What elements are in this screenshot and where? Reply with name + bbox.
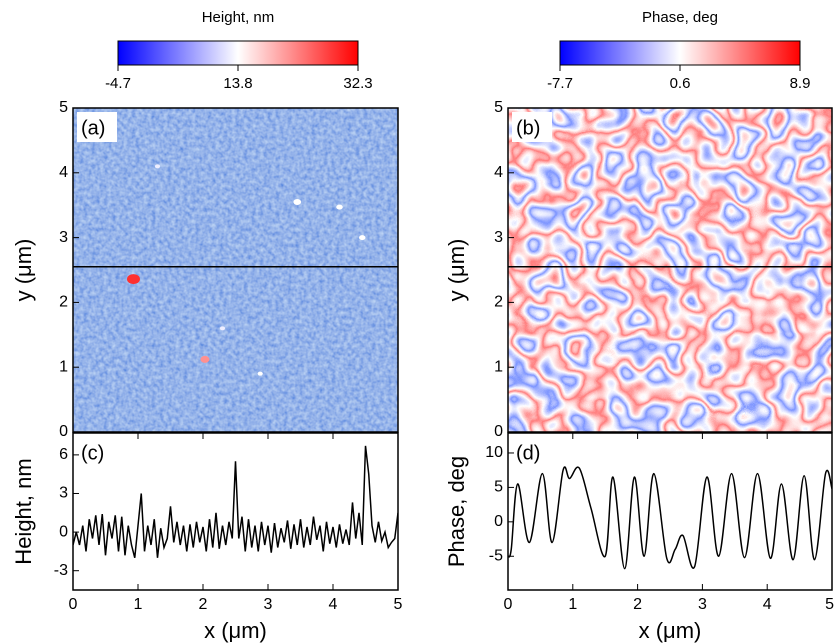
y-tick-label: 10 <box>485 444 503 461</box>
y-axis-label: y (μm) <box>11 239 36 302</box>
x-tick-label: 0 <box>504 596 513 613</box>
plot-frame <box>72 107 399 433</box>
plot-frame <box>507 107 833 433</box>
colorbar-tick-label: 8.9 <box>790 75 811 92</box>
y-tick-label: 2 <box>59 294 68 311</box>
y-tick-label: 1 <box>59 358 68 375</box>
y-tick-label: -5 <box>489 547 503 564</box>
plot-frame <box>72 432 399 591</box>
colorbar-tick-label: 13.8 <box>223 75 252 92</box>
y-tick-label: 3 <box>59 485 68 502</box>
particle <box>359 235 366 241</box>
x-tick-label: 4 <box>329 596 338 613</box>
y-tick-label: 3 <box>494 229 503 246</box>
x-tick-label: 0 <box>69 596 78 613</box>
y-tick-label: 0 <box>494 513 503 530</box>
y-tick-label: 0 <box>59 423 68 440</box>
x-tick-label: 3 <box>264 596 273 613</box>
colorbar-tick-label: -7.7 <box>547 75 573 92</box>
particle <box>293 198 302 205</box>
y-axis-label: Phase, deg <box>444 456 469 567</box>
afm-image <box>508 108 832 432</box>
panel-label-bg <box>77 112 117 142</box>
y-tick-label: 5 <box>494 99 503 116</box>
x-tick-label: 1 <box>134 596 143 613</box>
particle <box>200 355 210 363</box>
x-tick-label: 4 <box>763 596 772 613</box>
y-tick-label: 0 <box>494 423 503 440</box>
profile-curve <box>508 466 832 570</box>
colorbar-tick-label: 0.6 <box>670 75 691 92</box>
particle <box>126 274 140 285</box>
y-tick-label: 2 <box>494 294 503 311</box>
y-axis-label: Height, nm <box>11 458 36 564</box>
particle <box>336 204 343 210</box>
panel-label-bg <box>512 112 552 142</box>
colorbar-tick-label: 32.3 <box>343 75 372 92</box>
y-tick-label: 6 <box>59 446 68 463</box>
x-tick-label: 3 <box>698 596 707 613</box>
y-tick-label: 3 <box>59 229 68 246</box>
y-tick-label: 5 <box>59 99 68 116</box>
colorbar <box>117 40 359 66</box>
x-tick-label: 1 <box>568 596 577 613</box>
x-tick-label: 5 <box>825 596 834 613</box>
colorbar-title: Phase, deg <box>642 9 718 26</box>
colorbar-title: Height, nm <box>202 9 275 26</box>
y-tick-label: 5 <box>494 479 503 496</box>
panel-label: (a) <box>81 117 105 139</box>
y-tick-label: 1 <box>494 358 503 375</box>
y-tick-label: 4 <box>59 164 68 181</box>
profile-curve <box>73 445 398 559</box>
particle <box>154 164 161 169</box>
x-axis-label: x (μm) <box>639 618 702 643</box>
afm-image <box>73 108 398 432</box>
particle <box>257 371 263 376</box>
colorbar-tick-label: -4.7 <box>105 75 131 92</box>
y-tick-label: 0 <box>59 523 68 540</box>
x-tick-label: 2 <box>633 596 642 613</box>
plot-frame <box>507 432 833 591</box>
colorbar <box>559 40 801 66</box>
x-tick-label: 5 <box>394 596 403 613</box>
panel-label: (b) <box>516 117 540 139</box>
panel-label: (d) <box>516 442 540 464</box>
x-axis-label: x (μm) <box>204 618 267 643</box>
x-tick-label: 2 <box>199 596 208 613</box>
panel-label: (c) <box>81 442 104 464</box>
y-axis-label: y (μm) <box>444 239 469 302</box>
y-tick-label: 4 <box>494 164 503 181</box>
y-tick-label: -3 <box>54 562 68 579</box>
particle <box>219 326 226 331</box>
